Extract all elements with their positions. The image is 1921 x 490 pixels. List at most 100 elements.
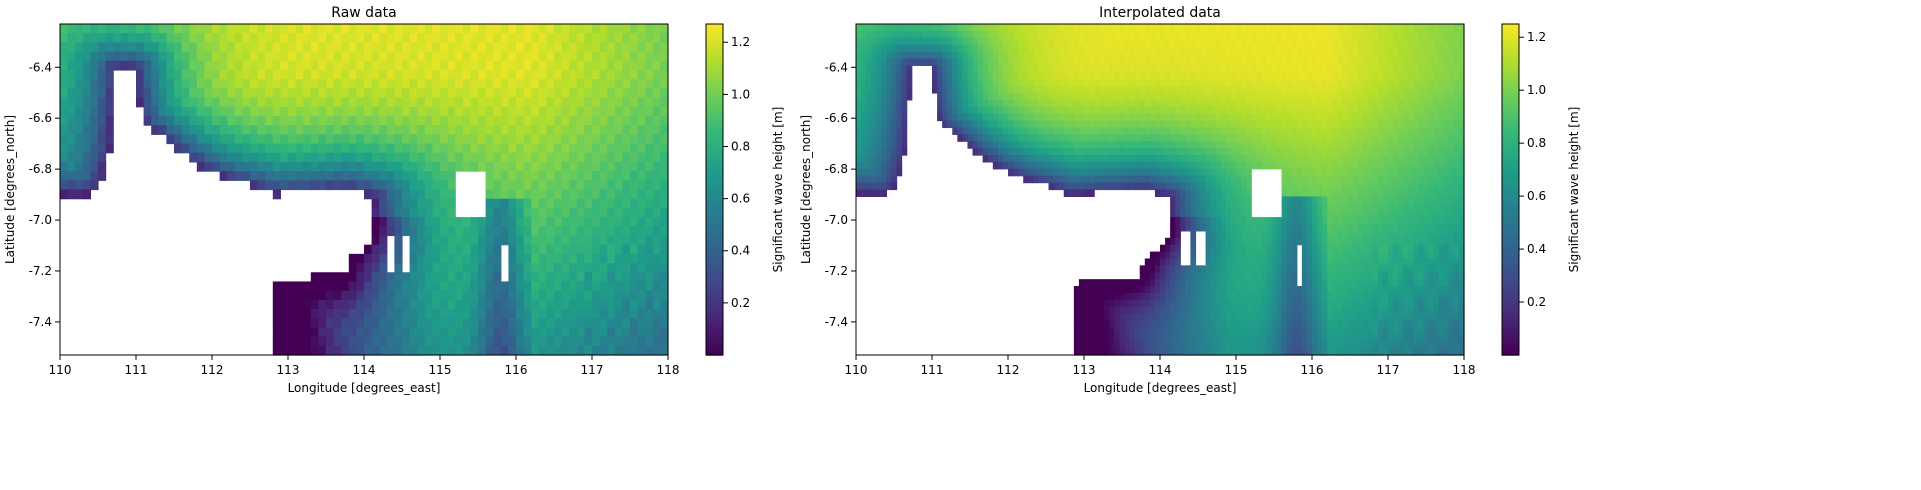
heatmap-cell <box>1296 175 1303 184</box>
heatmap-cell <box>227 161 236 172</box>
heatmap-cell <box>856 113 862 122</box>
heatmap-cell <box>1367 182 1374 191</box>
heatmap-cell <box>1230 168 1237 177</box>
heatmap-cell <box>1327 161 1333 170</box>
heatmap-cell <box>637 152 646 163</box>
heatmap-cell <box>1251 92 1257 101</box>
heatmap-cell <box>1291 86 1298 94</box>
heatmap-cell <box>952 113 958 122</box>
heatmap-cell <box>508 33 517 43</box>
heatmap-cell <box>394 226 403 237</box>
heatmap-cell <box>500 318 509 329</box>
heatmap-cell <box>1327 148 1333 156</box>
heatmap-cell <box>523 161 532 172</box>
heatmap-cell <box>303 60 312 71</box>
heatmap-cell <box>1048 141 1055 149</box>
heatmap-cell <box>1190 106 1197 115</box>
heatmap-cell <box>1448 134 1455 142</box>
heatmap-cell <box>189 33 198 43</box>
heatmap-cell <box>630 51 639 62</box>
heatmap-cell <box>972 79 979 87</box>
heatmap-cell <box>166 42 175 53</box>
heatmap-cell <box>181 125 190 135</box>
heatmap-cell <box>1165 168 1171 177</box>
heatmap-cell <box>1408 86 1414 94</box>
colorbar-band <box>706 130 723 136</box>
heatmap-cell <box>1180 168 1186 177</box>
heatmap-cell <box>1185 86 1191 94</box>
heatmap-cell <box>1139 182 1146 191</box>
heatmap-cell <box>402 226 411 237</box>
heatmap-cell <box>1342 113 1349 122</box>
heatmap-cell <box>1342 24 1349 32</box>
heatmap-cell <box>257 69 266 80</box>
heatmap-cell <box>250 79 259 89</box>
heatmap-cell <box>143 42 152 53</box>
heatmap-cell <box>516 33 525 43</box>
heatmap-cell <box>1276 65 1283 73</box>
heatmap-cell <box>462 125 471 135</box>
heatmap-cell <box>1286 127 1293 135</box>
heatmap-cell <box>310 327 319 338</box>
heatmap-cell <box>1408 175 1414 184</box>
heatmap-cell <box>1129 148 1136 156</box>
heatmap-cell <box>493 106 502 117</box>
heatmap-cell <box>432 79 441 89</box>
heatmap-cell <box>1337 113 1343 122</box>
heatmap-cell <box>531 125 540 135</box>
colorbar-tick-label: 0.4 <box>731 244 750 258</box>
colorbar-band <box>706 24 723 29</box>
heatmap-cell <box>1413 161 1419 170</box>
heatmap-cell <box>962 30 969 39</box>
heatmap-cell <box>1175 65 1181 73</box>
heatmap-cell <box>280 171 289 181</box>
heatmap-cell <box>341 309 350 319</box>
heatmap-cell <box>866 113 872 122</box>
heatmap-cell <box>500 97 509 108</box>
heatmap-cell <box>622 272 631 283</box>
heatmap-cell <box>1038 113 1045 122</box>
heatmap-cell <box>916 51 923 60</box>
heatmap-cell <box>1398 99 1404 108</box>
heatmap-cell <box>1230 161 1237 170</box>
heatmap-cell <box>212 42 221 53</box>
heatmap-cell <box>98 161 107 172</box>
heatmap-cell <box>356 327 365 338</box>
heatmap-cell <box>348 263 357 273</box>
heatmap-cell <box>455 290 464 301</box>
heatmap-cell <box>901 79 908 87</box>
heatmap-cell <box>1251 30 1257 39</box>
heatmap-cell <box>1002 51 1009 60</box>
heatmap-cell <box>303 152 312 163</box>
heatmap-cell <box>288 309 297 319</box>
heatmap-cell <box>1084 58 1090 66</box>
heatmap-cell <box>1291 72 1298 80</box>
heatmap-cell <box>485 253 494 264</box>
heatmap-cell <box>1332 148 1338 156</box>
heatmap-cell <box>1372 92 1379 101</box>
heatmap-cell <box>288 79 297 89</box>
heatmap-cell <box>1008 58 1014 66</box>
heatmap-cell <box>98 171 107 181</box>
heatmap-cell <box>1175 168 1181 177</box>
heatmap-cell <box>1372 155 1379 163</box>
heatmap-cell <box>409 24 418 34</box>
heatmap-cell <box>1195 113 1202 122</box>
heatmap-cell <box>861 86 867 94</box>
heatmap-cell <box>599 60 608 71</box>
heatmap-cell <box>1139 175 1146 184</box>
heatmap-cell <box>1458 155 1465 163</box>
colorbar-band <box>706 237 723 242</box>
heatmap-cell <box>386 134 395 145</box>
heatmap-cell <box>485 125 494 135</box>
heatmap-cell <box>1438 182 1445 191</box>
heatmap-cell <box>906 37 913 46</box>
colorbar-band <box>706 303 723 308</box>
heatmap-cell <box>341 42 350 53</box>
heatmap-cell <box>1251 37 1257 46</box>
heatmap-cell <box>470 60 479 71</box>
heatmap-cell <box>1124 65 1131 73</box>
heatmap-cell <box>630 125 639 135</box>
heatmap-cell <box>356 345 365 356</box>
heatmap-cell <box>856 92 862 101</box>
